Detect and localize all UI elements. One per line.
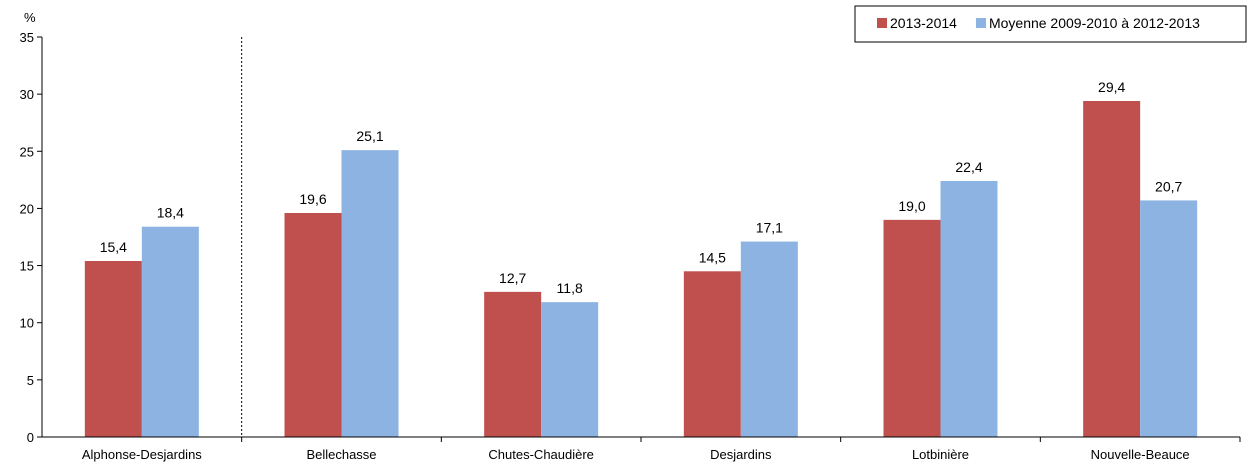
y-axis: 0 5 10 15 20 25 30 35	[20, 30, 43, 445]
legend-label: 2013-2014	[890, 15, 957, 31]
bar	[84, 261, 142, 437]
bar	[740, 241, 798, 437]
data-label: 17,1	[756, 220, 783, 236]
y-axis-label: %	[24, 10, 36, 25]
x-axis: Alphonse-Desjardins Bellechasse Chutes-Cha…	[42, 37, 1241, 462]
bar	[883, 219, 941, 437]
data-label: 19,6	[299, 191, 326, 207]
y-tick-label: 15	[20, 259, 34, 274]
legend-box	[854, 5, 1247, 43]
bar	[541, 302, 599, 437]
bar	[484, 291, 542, 437]
legend-label: Moyenne 2009-2010 à 2012-2013	[989, 15, 1200, 31]
legend-swatch	[975, 18, 986, 28]
bar	[940, 181, 998, 437]
bar	[284, 213, 342, 437]
x-tick-label: Chutes-Chaudière	[488, 447, 594, 462]
legend-swatch	[877, 18, 887, 28]
x-tick-label: Alphonse-Desjardins	[82, 447, 202, 462]
value-labels: 15,4 18,4 19,6 25,1 12,7 11,8 14,5 17,1 19,0 22,4…	[100, 79, 1183, 296]
data-label: 11,8	[557, 280, 583, 296]
bar	[683, 271, 741, 437]
data-label: 19,0	[898, 198, 925, 214]
legend: 2013-2014 Moyenne 2009-2010 à 2012-2013	[854, 5, 1247, 43]
bars	[84, 101, 1198, 437]
bar	[1083, 101, 1141, 437]
x-tick-label: Nouvelle-Beauce	[1091, 447, 1190, 462]
y-tick-label: 30	[20, 87, 34, 102]
data-label: 12,7	[499, 270, 526, 286]
x-tick-label: Desjardins	[710, 447, 772, 462]
data-label: 18,4	[157, 205, 184, 221]
data-label: 25,1	[356, 128, 383, 144]
data-label: 15,4	[100, 239, 127, 255]
data-label: 14,5	[699, 249, 726, 265]
data-label: 29,4	[1098, 79, 1125, 95]
y-tick-label: 10	[20, 316, 34, 331]
y-tick-label: 20	[20, 201, 34, 216]
data-label: 20,7	[1155, 178, 1182, 194]
bar	[341, 150, 399, 437]
x-tick-label: Bellechasse	[306, 447, 376, 462]
bar	[141, 226, 199, 437]
x-tick-label: Lotbinière	[912, 447, 969, 462]
bar	[1140, 200, 1198, 437]
y-tick-label: 25	[20, 144, 34, 159]
y-tick-label: 5	[27, 373, 34, 388]
data-label: 22,4	[955, 159, 982, 175]
y-tick-label: 35	[20, 30, 34, 45]
y-tick-label: 0	[27, 430, 34, 445]
